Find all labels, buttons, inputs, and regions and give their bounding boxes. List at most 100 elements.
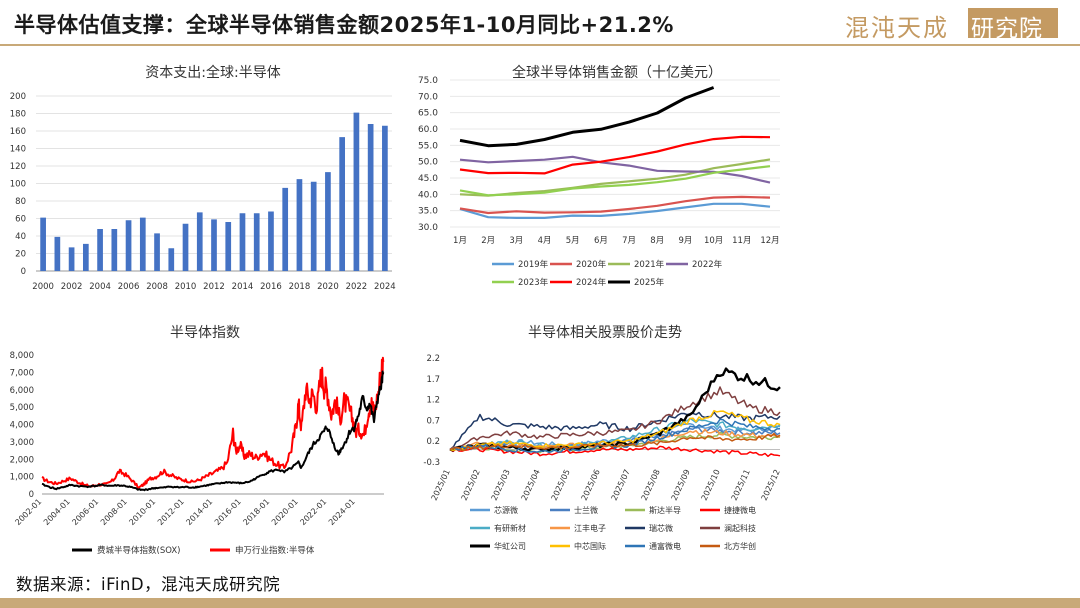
- stocks-x-tick-label: 2025/07: [610, 468, 632, 502]
- stocks-x-tick-label: 2025/09: [670, 468, 692, 502]
- stocks-y-tick-label: 1.2: [426, 396, 440, 406]
- sales-x-tick-label: 5月: [566, 236, 580, 246]
- capex-y-tick-label: 0: [21, 267, 26, 277]
- stocks-x-tick-label: 2025/01: [430, 468, 452, 502]
- capex-bar: [82, 243, 89, 271]
- sales-y-tick-label: 50.0: [418, 158, 438, 168]
- capex-bar: [339, 137, 346, 271]
- capex-bar: [367, 124, 374, 271]
- sox-chart-panel: 半导体指数 0 1,000 2,000 3,000 4,000 5,000 6,000 7,0…: [0, 318, 410, 568]
- capex-y-tick-label: 180: [10, 110, 26, 120]
- stocks-legend-label: 有研新材: [494, 523, 526, 533]
- capex-bar: [296, 179, 303, 271]
- sox-x-tick-label: 2016-01: [213, 497, 243, 527]
- stocks-legend-label: 澜起科技: [724, 523, 756, 533]
- sox-x-tick-label: 2006-01: [70, 497, 100, 527]
- sales-series-line: [459, 135, 771, 175]
- sox-x-tick-label: 2010-01: [127, 497, 157, 527]
- stocks-x-tick-label: 2025/10: [700, 468, 722, 502]
- stocks-chart: -0.3 0.2 0.7 1.2 1.7 2.2 2025/01 2025/02 2025/03…: [423, 354, 782, 551]
- sales-series-line: [459, 195, 771, 215]
- stocks-series-line: [449, 386, 781, 451]
- sox-x-tick-label: 2012-01: [156, 497, 186, 527]
- stocks-chart-panel: 半导体相关股票股价走势 -0.3 0.2 0.7 1.2 1.7 2.2 2025/01 20…: [410, 318, 800, 568]
- capex-y-tick-label: 200: [10, 92, 26, 102]
- sales-series-line: [459, 202, 771, 219]
- sales-y-tick-label: 55.0: [418, 141, 438, 151]
- sales-legend-label: 2021年: [634, 259, 665, 270]
- stocks-x-tick-label: 2025/02: [460, 468, 482, 502]
- sales-x-tick-label: 11月: [732, 236, 751, 246]
- sox-x-tick-label: 2008-01: [99, 497, 129, 527]
- sales-y-tick-label: 70.0: [418, 92, 438, 102]
- capex-x-tick-label: 2006: [118, 282, 140, 292]
- sales-y-tick-label: 45.0: [418, 174, 438, 184]
- stocks-legend-label: 江丰电子: [574, 523, 606, 533]
- sales-series-line: [459, 165, 771, 197]
- stocks-series-line: [449, 367, 781, 453]
- capex-y-tick-label: 80: [15, 197, 26, 207]
- capex-x-tick-label: 2024: [374, 282, 396, 292]
- sox-y-tick-label: 4,000: [10, 421, 34, 431]
- sox-chart: 0 1,000 2,000 3,000 4,000 5,000 6,000 7,000 8,00…: [10, 351, 385, 556]
- capex-y-tick-label: 120: [10, 162, 26, 172]
- stocks-legend-label: 捷捷微电: [724, 505, 756, 515]
- sox-x-tick-label: 2022-01: [298, 497, 328, 527]
- capex-bar: [310, 181, 317, 271]
- sox-x-tick-label: 2004-01: [42, 497, 72, 527]
- capex-x-tick-label: 2018: [289, 282, 311, 292]
- stocks-legend-label: 中芯国际: [574, 541, 606, 551]
- capex-bar: [182, 223, 189, 271]
- sox-y-tick-label: 7,000: [10, 368, 34, 378]
- capex-bar: [54, 236, 61, 271]
- capex-bar: [168, 248, 175, 271]
- capex-bar: [239, 213, 246, 271]
- capex-bar: [111, 229, 118, 271]
- sox-series-line: [41, 356, 385, 489]
- sales-y-tick-label: 60.0: [418, 125, 438, 135]
- sales-legend-label: 2025年: [634, 277, 665, 288]
- stocks-legend-label: 斯达半导: [649, 505, 681, 515]
- capex-bar: [68, 247, 75, 271]
- sales-y-tick-label: 30.0: [418, 223, 438, 233]
- stocks-chart-title: 半导体相关股票股价走势: [528, 325, 682, 341]
- sox-y-tick-label: 8,000: [10, 351, 34, 361]
- page-title: 半导体估值支撑：全球半导体销售金额2025年1-10月同比+21.2%: [14, 13, 674, 37]
- capex-bar: [154, 233, 160, 271]
- stocks-x-tick-label: 2025/03: [490, 468, 512, 502]
- capex-chart: 0 20 40 60 80 100 120 140 160 180 200 2000 2002 2004 2…: [10, 92, 396, 292]
- sales-y-tick-label: 75.0: [418, 76, 438, 86]
- sox-chart-title: 半导体指数: [170, 325, 240, 341]
- stocks-y-tick-label: 0.2: [426, 437, 440, 447]
- sales-y-tick-label: 40.0: [418, 190, 438, 200]
- sales-series-line: [459, 155, 771, 184]
- capex-y-tick-label: 60: [15, 215, 26, 225]
- stocks-y-tick-label: 1.7: [426, 375, 440, 385]
- sales-x-tick-label: 2月: [481, 236, 495, 246]
- stocks-x-tick-label: 2025/04: [520, 468, 542, 502]
- sales-x-tick-label: 8月: [650, 236, 664, 246]
- capex-bar: [353, 112, 360, 271]
- capex-y-tick-label: 160: [10, 127, 26, 137]
- capex-bar: [139, 217, 146, 271]
- header-divider: [0, 44, 1080, 46]
- capex-x-tick-label: 2008: [146, 282, 168, 292]
- sox-series-line: [41, 370, 385, 492]
- footer-bar: [0, 598, 1080, 608]
- sales-legend-label: 2019年: [518, 259, 549, 270]
- capex-bar: [282, 187, 289, 271]
- stocks-y-tick-label: 0.7: [426, 416, 440, 426]
- sox-y-tick-label: 1,000: [10, 473, 34, 483]
- stocks-y-tick-label: 2.2: [426, 354, 440, 364]
- stocks-series-line: [449, 418, 781, 454]
- capex-chart-title: 资本支出:全球:半导体: [145, 65, 281, 81]
- sales-legend-label: 2020年: [576, 259, 607, 270]
- stocks-x-tick-label: 2025/05: [550, 468, 572, 502]
- sox-y-tick-label: 5,000: [10, 403, 34, 413]
- sox-y-tick-label: 2,000: [10, 455, 34, 465]
- logo-text: 混沌天成: [845, 14, 949, 42]
- capex-bar: [97, 229, 103, 271]
- stocks-x-tick-label: 2025/08: [640, 468, 662, 502]
- capex-x-tick-label: 2000: [32, 282, 54, 292]
- stocks-x-tick-label: 2025/12: [760, 468, 782, 502]
